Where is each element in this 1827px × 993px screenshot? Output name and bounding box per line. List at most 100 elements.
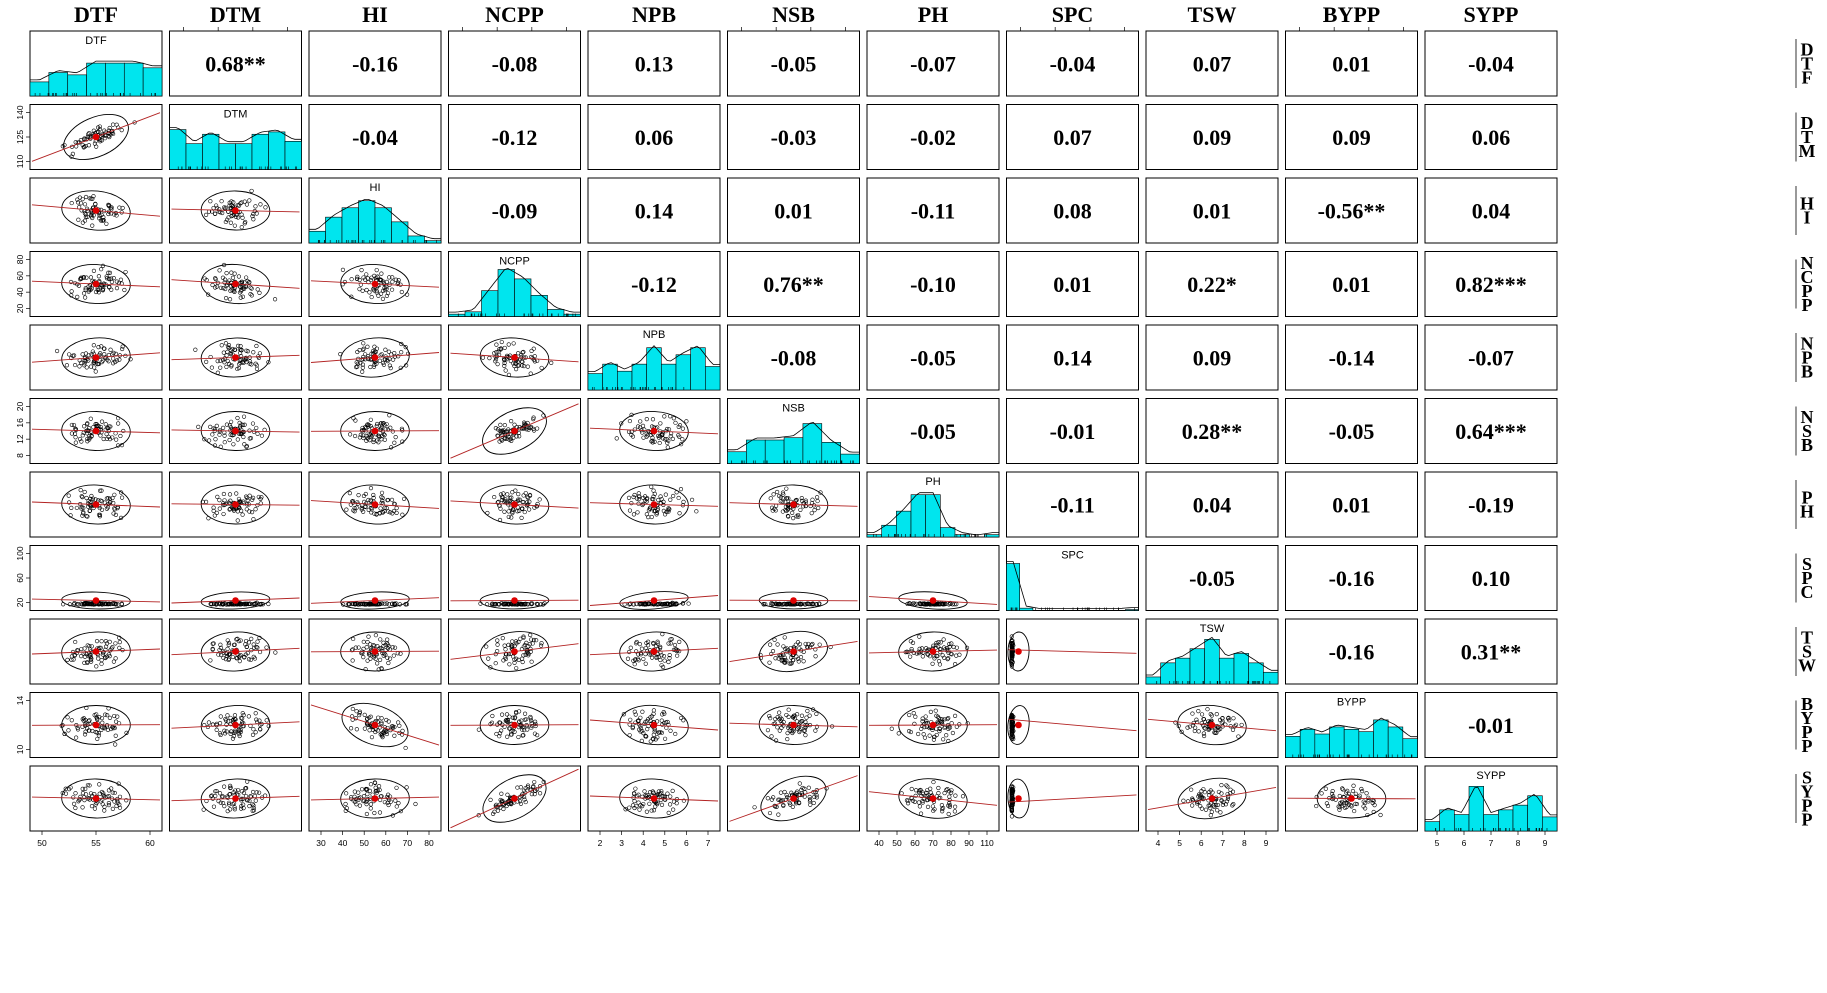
- scatter-point: [104, 276, 110, 281]
- scatter-point: [232, 223, 237, 228]
- histogram-bar: [1019, 607, 1034, 611]
- scatter-point: [114, 279, 119, 284]
- scatter-point: [346, 601, 351, 607]
- correlation-value: -0.08: [492, 52, 538, 77]
- row-label-letter: P: [1802, 281, 1813, 301]
- scatter-point: [119, 127, 124, 133]
- scatter-point: [223, 286, 228, 292]
- x-tick-label: 9: [1264, 838, 1269, 848]
- scatter-point: [250, 497, 255, 502]
- scatter-point: [97, 488, 103, 493]
- column-header-dtf: DTF: [74, 2, 118, 27]
- scatter-point: [511, 435, 516, 440]
- panel-ph-tsw: 0.04: [1145, 471, 1279, 538]
- correlation-value: -0.12: [492, 125, 538, 150]
- row-label-letter: T: [1801, 628, 1813, 648]
- panel-dtm-dtm: DTM: [169, 104, 302, 170]
- scatter-point: [74, 505, 79, 511]
- diagonal-label: TSW: [1200, 623, 1225, 635]
- scatter-point: [229, 287, 234, 292]
- scatter-point: [498, 492, 504, 497]
- scatter-point: [228, 352, 234, 357]
- scatter-point: [631, 494, 636, 500]
- scatter-point: [224, 283, 229, 288]
- scatter-point: [657, 440, 662, 446]
- scatter-point: [369, 351, 374, 356]
- scatter-point: [523, 491, 528, 496]
- scatter-point: [399, 289, 404, 295]
- column-header-ncpp: NCPP: [485, 2, 544, 27]
- scatter-point: [263, 205, 268, 210]
- scatter-point: [257, 351, 263, 356]
- scatter-point: [82, 363, 87, 368]
- correlation-value: 0.31**: [1461, 640, 1522, 665]
- scatter-point: [98, 433, 103, 438]
- panel-ncpp-bypp: 0.01: [1285, 251, 1418, 317]
- correlation-value: 0.14: [1053, 346, 1092, 371]
- scatter-point: [98, 601, 103, 607]
- scatter-point: [82, 355, 87, 360]
- correlation-value: 0.01: [1332, 52, 1371, 77]
- histogram-bar: [268, 131, 286, 170]
- scatter-point: [78, 201, 84, 206]
- histogram-bar: [1329, 726, 1345, 758]
- scatter-point: [375, 274, 380, 279]
- scatter-point: [517, 434, 522, 439]
- scatter-point: [499, 601, 504, 606]
- scatter-point: [91, 343, 96, 348]
- scatter-point: [380, 288, 386, 293]
- scatter-point: [215, 359, 220, 364]
- scatter-point: [371, 364, 377, 369]
- panel-frame: [1145, 471, 1279, 538]
- scatter-point: [355, 361, 360, 366]
- scatter-point: [660, 430, 665, 435]
- histogram-bar: [1233, 653, 1249, 685]
- scatter-point: [510, 507, 515, 512]
- scatter-point: [380, 429, 385, 434]
- scatter-point: [222, 440, 227, 445]
- scatter-point: [239, 279, 244, 284]
- panel-dtm-ph: -0.02: [866, 104, 1000, 170]
- x-tick-label: 80: [424, 838, 434, 848]
- center-point: [92, 427, 100, 435]
- scatter-point: [372, 288, 377, 293]
- y-tick-label: 125: [15, 130, 25, 144]
- scatter-point: [81, 275, 86, 280]
- scatter-point: [386, 602, 392, 607]
- column-header-sypp: SYPP: [1464, 2, 1519, 27]
- scatter-point: [351, 601, 356, 607]
- scatter-point: [816, 505, 821, 511]
- center-point: [790, 501, 797, 508]
- scatter-point: [84, 137, 89, 142]
- panel-ncpp-spc: 0.01: [1006, 251, 1139, 317]
- scatter-point: [382, 432, 387, 438]
- scatter-point: [132, 120, 137, 125]
- scatter-point: [376, 293, 381, 298]
- scatter-point: [112, 492, 117, 497]
- histogram-bar: [1424, 821, 1440, 832]
- panel-nsb-ncpp: [448, 398, 581, 464]
- scatter-point: [96, 361, 102, 366]
- column-header-spc: SPC: [1052, 2, 1094, 27]
- scatter-point: [87, 130, 92, 136]
- scatter-point: [393, 277, 399, 282]
- scatter-point: [118, 433, 123, 439]
- scatter-point: [506, 342, 511, 347]
- scatter-point: [110, 122, 116, 127]
- scatter-point: [248, 285, 253, 290]
- scatter-point: [244, 444, 249, 449]
- y-tick-label: 40: [15, 287, 25, 297]
- scatter-point: [355, 500, 360, 505]
- y-tick-label: 16: [15, 418, 25, 428]
- correlation-value: -0.01: [1050, 419, 1096, 444]
- scatter-point: [225, 282, 230, 287]
- histogram-bar: [1542, 816, 1558, 832]
- x-tick-label: 50: [359, 838, 369, 848]
- scatter-point: [250, 421, 256, 426]
- scatter-point: [652, 439, 657, 444]
- panel-nsb-ph: -0.05: [866, 398, 1000, 464]
- scatter-point: [119, 495, 125, 500]
- y-tick-label: 80: [15, 255, 25, 265]
- scatter-point: [666, 438, 671, 443]
